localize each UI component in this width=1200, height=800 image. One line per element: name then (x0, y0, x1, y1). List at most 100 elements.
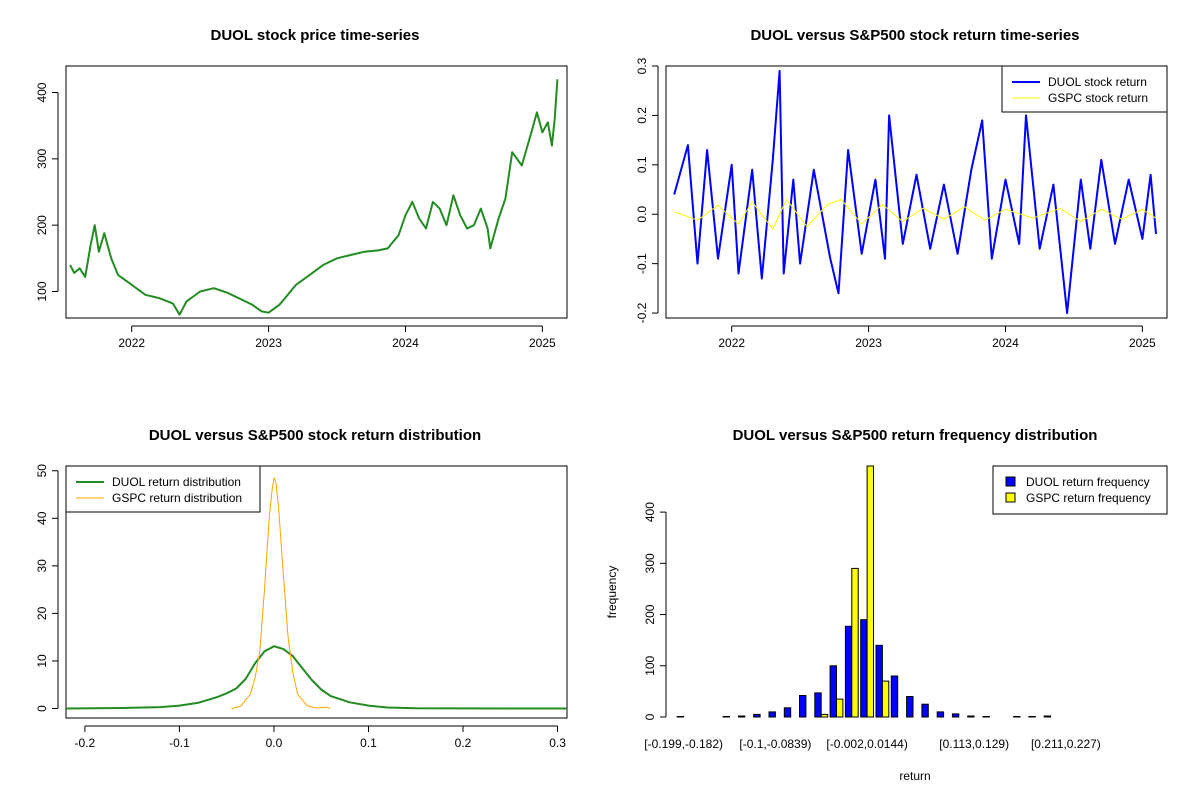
duol-frequency-bar (844, 625, 853, 718)
frequency-panel: DUOL versus S&P500 return frequency dist… (605, 427, 1168, 783)
duol-frequency-bar (906, 696, 914, 718)
duol-frequency-bar (722, 716, 730, 718)
duol-frequency-bar (783, 707, 792, 718)
duol-frequency-bar (951, 713, 960, 718)
legend-label-duol-distribution: DUOL return distribution (112, 475, 241, 489)
price-plot-frame (65, 65, 568, 319)
duol-frequency-bar (814, 692, 822, 718)
frequency-y-tick-label: 200 (643, 604, 657, 624)
legend-label-gspc-return: GSPC stock return (1048, 91, 1148, 105)
duol-frequency-bar (1028, 716, 1036, 718)
duol-frequency-bar (936, 711, 945, 718)
distribution-x-tick-label: -0.2 (75, 736, 96, 750)
price-y-tick-label: 100 (35, 281, 49, 301)
gspc-frequency-bar (851, 567, 859, 718)
price-y-tick-label: 300 (35, 149, 49, 169)
duol-frequency-bar (1013, 716, 1021, 718)
frequency-y-tick-label: 300 (643, 553, 657, 573)
duol-frequency-bar (860, 619, 868, 718)
return-ts-x-tick-label: 2025 (1129, 336, 1156, 350)
frequency-y-tick-label: 100 (643, 655, 657, 675)
duol-frequency-bar (799, 695, 807, 718)
distribution-x-tick-label: 0.1 (360, 736, 377, 750)
legend-label-duol-return: DUOL stock return (1048, 75, 1147, 89)
distribution-y-tick-label: 20 (35, 606, 49, 620)
duol-return-line (673, 69, 1157, 315)
price-y-tick-label: 200 (35, 215, 49, 235)
duol-frequency-bar (967, 715, 975, 718)
gspc-frequency-bar (820, 713, 829, 718)
frequency-x-tick-label: [0.113,0.129) (939, 737, 1009, 751)
distribution-y-tick-label: 40 (35, 511, 49, 525)
return-ts-x-tick-label: 2022 (718, 336, 745, 350)
gspc-frequency-bar (866, 465, 874, 718)
price-y-tick-label: 400 (35, 82, 49, 102)
return-ts-y-tick-label: 0.1 (635, 156, 649, 173)
return-ts-legend-box (1001, 65, 1168, 113)
duol-frequency-bar (890, 675, 899, 718)
distribution-y-tick-label: 10 (35, 654, 49, 668)
price-chart-title: DUOL stock price time-series (211, 27, 420, 44)
gspc-return-line (674, 198, 1157, 230)
frequency-x-tick-label: [-0.002,0.0144) (826, 737, 907, 751)
duol-frequency-bar (676, 716, 685, 718)
frequency-x-tick-label: [-0.1,-0.0839) (739, 737, 811, 751)
price-x-tick-label: 2022 (118, 336, 145, 350)
duol-frequency-bar (875, 644, 883, 718)
distribution-chart-title: DUOL versus S&P500 stock return distribu… (149, 427, 481, 444)
distribution-y-tick-label: 0 (35, 705, 49, 712)
return-ts-y-tick-label: -0.2 (635, 302, 649, 323)
return-ts-x-tick-label: 2023 (855, 336, 882, 350)
price-x-tick-label: 2024 (392, 336, 419, 350)
return-timeseries-panel: DUOL versus S&P500 stock return time-ser… (635, 27, 1168, 350)
frequency-x-tick-label: [0.211,0.227) (1031, 737, 1101, 751)
return-ts-y-tick-label: 0.0 (635, 206, 649, 223)
return-ts-y-tick-label: 0.2 (635, 107, 649, 124)
distribution-x-tick-label: 0.0 (266, 736, 283, 750)
return-ts-x-tick-label: 2024 (992, 336, 1019, 350)
price-panel: DUOL stock price time-series 2022 2023 202… (35, 27, 568, 350)
return-ts-plot-frame (665, 65, 1168, 319)
duol-distribution-line (65, 645, 568, 710)
distribution-x-tick-label: 0.2 (455, 736, 472, 750)
frequency-x-axis-label: return (899, 769, 930, 783)
price-x-tick-label: 2023 (255, 336, 282, 350)
return-ts-legend: DUOL stock return GSPC stock return (1001, 65, 1168, 113)
return-distribution-panel: DUOL versus S&P500 stock return distribu… (35, 427, 568, 750)
legend-swatch-duol-frequency (1005, 476, 1016, 487)
frequency-y-axis-label: frequency (605, 566, 619, 619)
frequency-x-tick-label: [-0.199,-0.182) (644, 737, 723, 751)
duol-frequency-bar (737, 715, 746, 718)
return-ts-y-tick-label: -0.1 (635, 253, 649, 274)
frequency-y-tick-label: 0 (643, 713, 657, 720)
distribution-legend-box (65, 465, 261, 513)
distribution-legend: DUOL return distribution GSPC return dis… (65, 465, 261, 513)
gspc-frequency-bar (881, 680, 890, 718)
legend-label-gspc-distribution: GSPC return distribution (112, 491, 242, 505)
duol-frequency-bar (982, 716, 990, 718)
duol-frequency-bar (1043, 715, 1052, 718)
duol-price-line (69, 79, 559, 316)
distribution-x-tick-label: -0.1 (169, 736, 190, 750)
return-ts-chart-title: DUOL versus S&P500 stock return time-ser… (750, 27, 1079, 44)
legend-label-duol-frequency: DUOL return frequency (1026, 475, 1150, 489)
frequency-chart-title: DUOL versus S&P500 return frequency dist… (733, 427, 1098, 444)
return-ts-y-tick-label: 0.3 (635, 57, 649, 74)
gspc-distribution-line (231, 477, 331, 709)
duol-frequency-bar (829, 665, 837, 718)
frequency-legend: DUOL return frequency GSPC return freque… (992, 465, 1168, 515)
distribution-y-tick-label: 30 (35, 559, 49, 573)
duol-frequency-bar (768, 711, 776, 718)
legend-label-gspc-frequency: GSPC return frequency (1026, 491, 1151, 505)
distribution-x-tick-label: 0.3 (549, 736, 566, 750)
distribution-plot-frame (65, 465, 568, 719)
price-x-tick-label: 2025 (529, 336, 556, 350)
gspc-frequency-bar (836, 698, 844, 718)
distribution-y-tick-label: 50 (35, 464, 49, 478)
legend-swatch-gspc-frequency (1005, 492, 1016, 503)
frequency-legend-box (992, 465, 1168, 515)
duol-frequency-bar (921, 703, 929, 718)
duol-frequency-bar (753, 713, 761, 718)
frequency-y-tick-label: 400 (643, 502, 657, 522)
